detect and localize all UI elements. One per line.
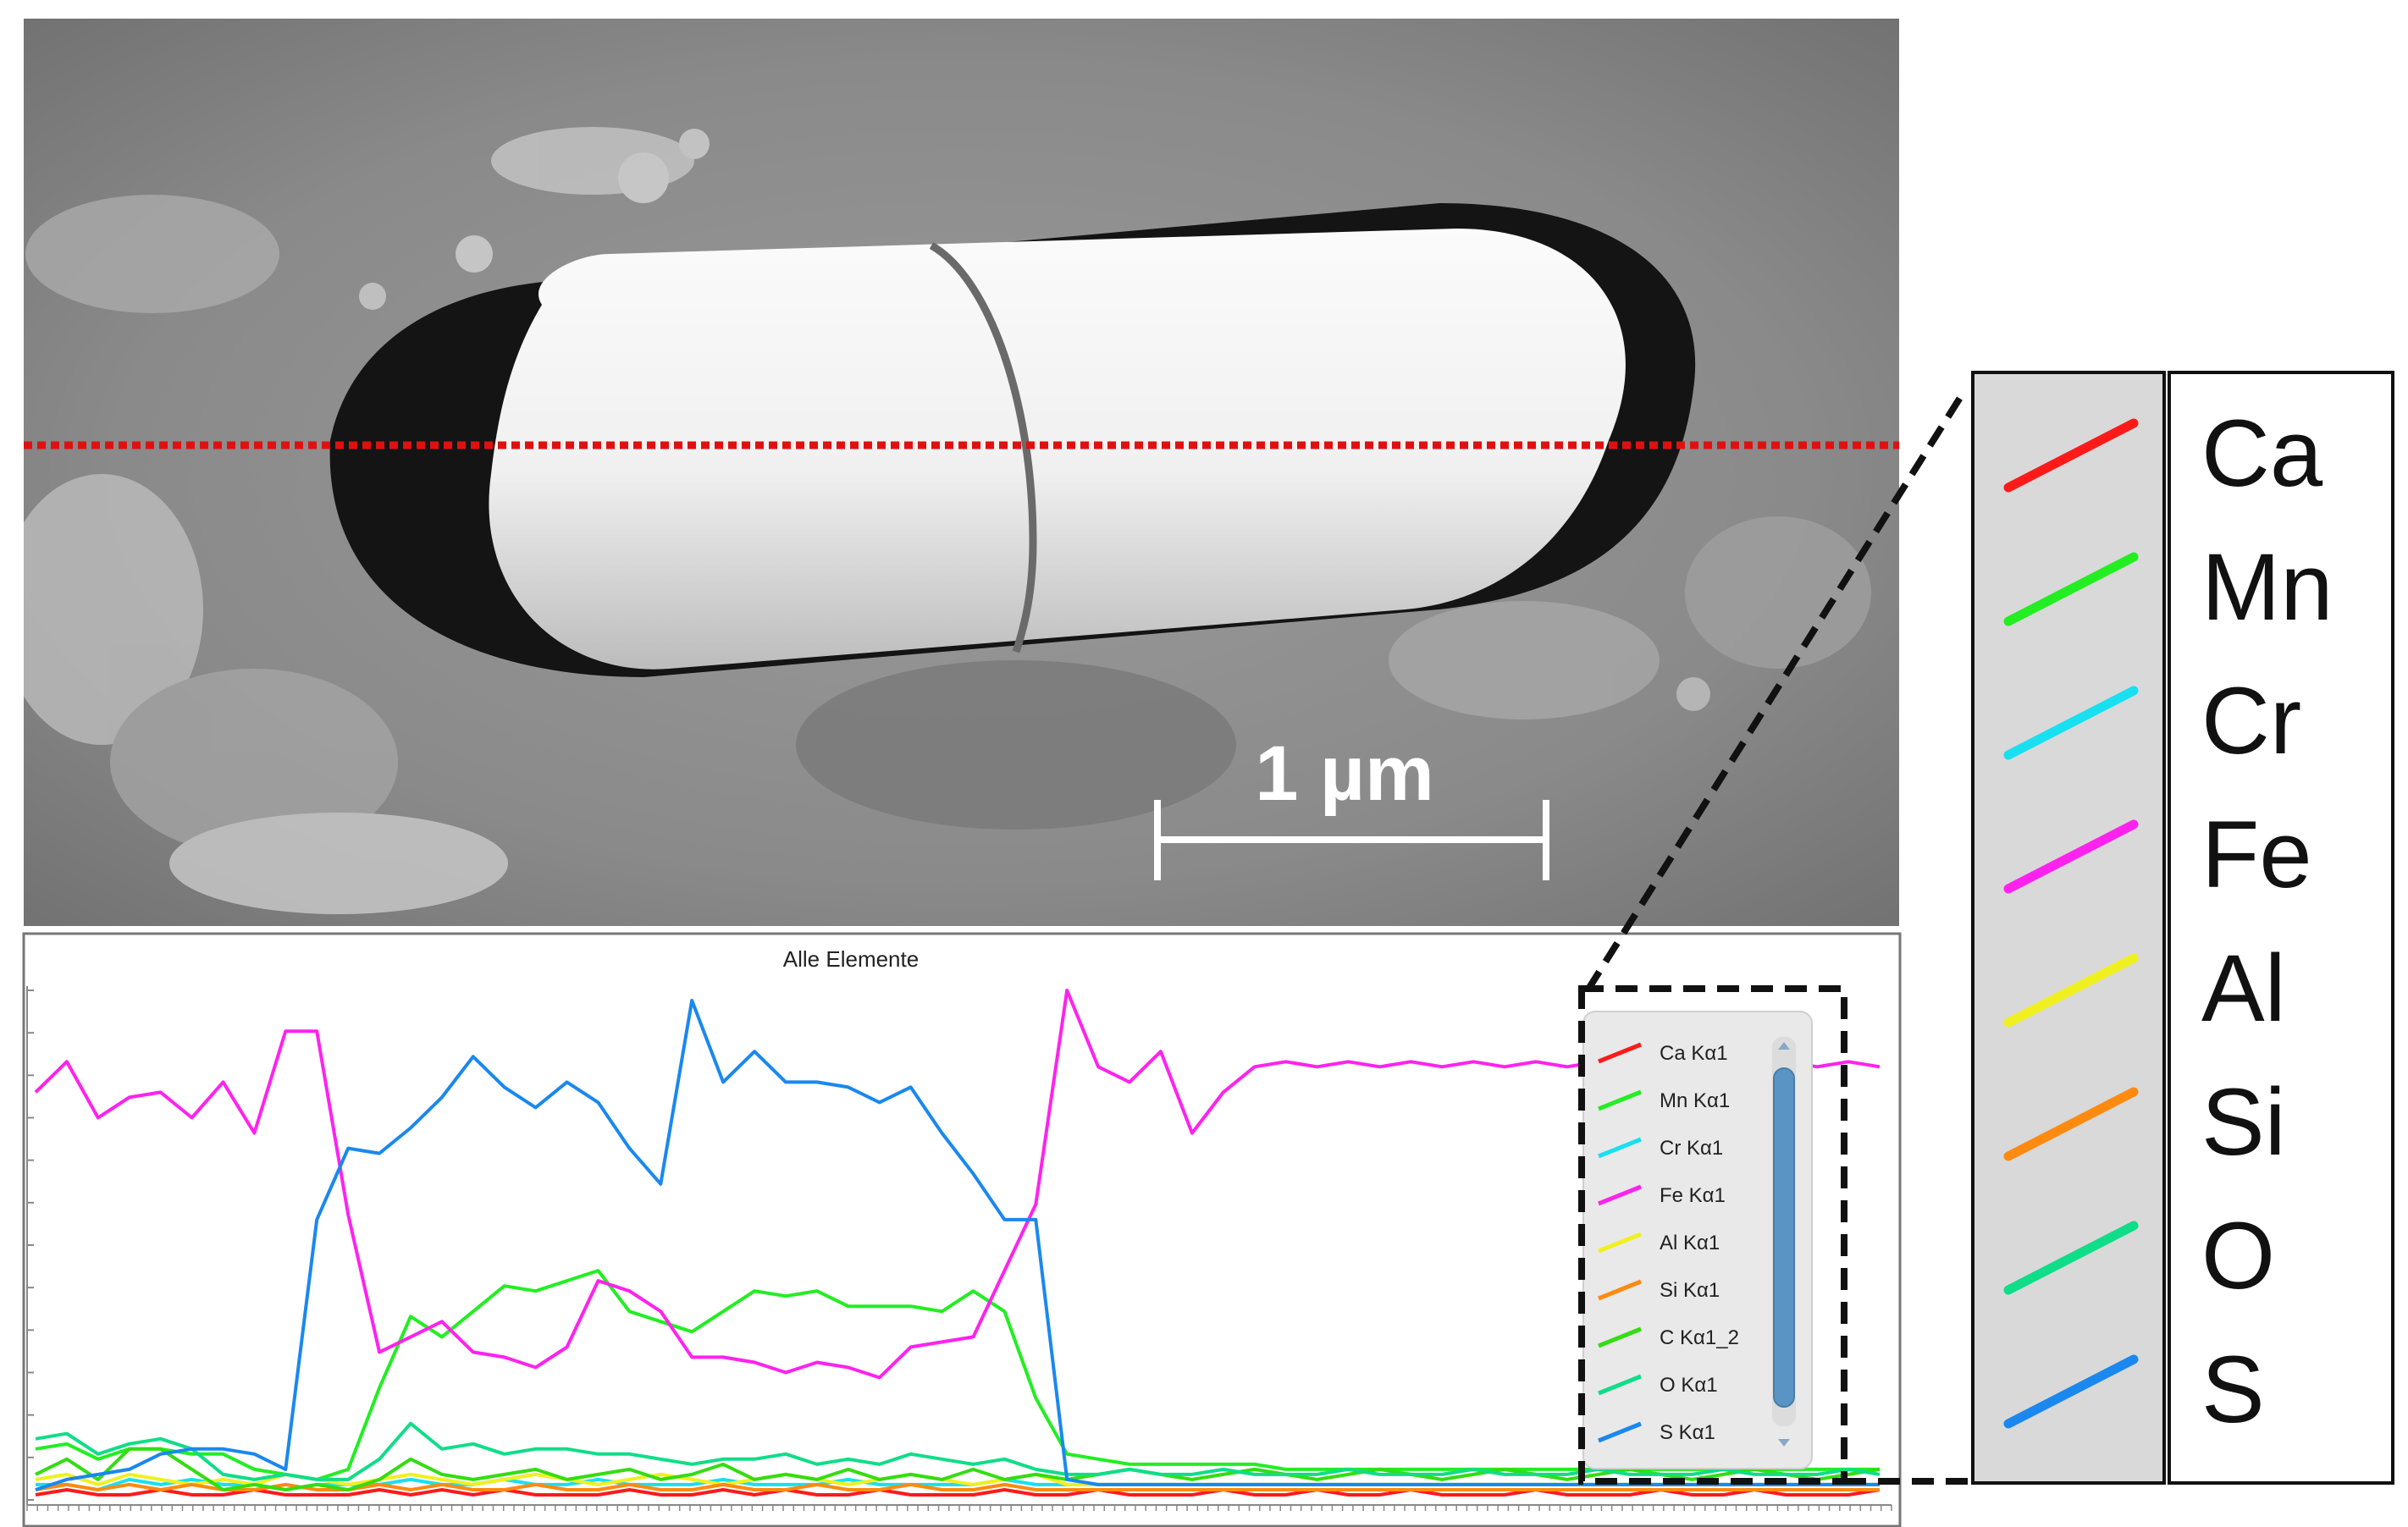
series-line-s <box>35 999 1880 1491</box>
series-line-o <box>35 1421 1881 1481</box>
chart-legend: Ca Kα1 Mn Kα1 Cr Kα1 Fe Kα1 Al Kα1 Si Kα1 C Kα… <box>1582 1011 1813 1469</box>
big-legend-label-al: Al <box>2201 935 2286 1041</box>
big-legend-swatch-si <box>2003 1087 2139 1161</box>
legend-label-si: Si Kα1 <box>1660 1279 1720 1302</box>
big-legend-swatch-o <box>2003 1221 2139 1295</box>
series-layer <box>34 989 1881 1497</box>
legend-swatch-c <box>1598 1326 1642 1348</box>
legend-swatch-si <box>1598 1279 1642 1301</box>
enlarged-legend: Ca Mn Cr Fe Al Si OS <box>1971 371 2394 1485</box>
big-legend-label-o: O <box>2201 1203 2275 1309</box>
zoom-box <box>1578 985 1847 1485</box>
big-legend-swatch-fe <box>2003 819 2139 894</box>
zoom-connector-top <box>1584 391 1966 993</box>
scroll-down-icon[interactable] <box>1778 1439 1790 1447</box>
big-legend-label-ca: Ca <box>2201 400 2323 506</box>
scroll-up-icon[interactable] <box>1778 1042 1790 1050</box>
enlarged-legend-swatch-panel <box>1971 371 2166 1485</box>
legend-label-cr: Cr Kα1 <box>1660 1137 1723 1160</box>
legend-label-al: Al Kα1 <box>1660 1232 1720 1254</box>
legend-label-fe: Fe Kα1 <box>1660 1184 1726 1207</box>
legend-swatch-cr <box>1598 1137 1642 1159</box>
legend-swatch-s <box>1598 1421 1642 1443</box>
series-line-mn <box>35 1269 1880 1481</box>
legend-scrollbar-thumb[interactable] <box>1773 1067 1795 1408</box>
series-line-fe <box>34 989 1881 1380</box>
big-legend-label-si: Si <box>2201 1069 2286 1175</box>
legend-label-mn: Mn Kα1 <box>1660 1089 1730 1112</box>
chart-title: Alle Elemente <box>783 946 919 972</box>
capsule-septum <box>929 242 1037 653</box>
legend-swatch-al <box>1598 1232 1642 1254</box>
legend-swatch-mn <box>1598 1089 1642 1111</box>
zoom-indicator <box>1578 391 1973 1485</box>
legend-label-c: C Kα1_2 <box>1660 1326 1739 1349</box>
legend-swatch-ca <box>1598 1042 1642 1064</box>
big-legend-label-s: S <box>2201 1337 2265 1442</box>
surface-debris <box>24 127 1871 914</box>
big-legend-label-fe: Fe <box>2201 802 2312 907</box>
legend-swatch-fe <box>1598 1184 1642 1206</box>
enlarged-legend-label-panel <box>2168 371 2394 1485</box>
series-line-c <box>35 1447 1881 1491</box>
big-legend-label-mn: Mn <box>2201 534 2333 640</box>
big-legend-swatch-ca <box>2003 418 2139 493</box>
big-legend-swatch-cr <box>2003 686 2139 760</box>
x-axis-ticks <box>26 1505 1892 1511</box>
chart-panel: Alle Elemente Ca Kα1 Mn Kα1 Cr Kα1 Fe Kα1 Al… <box>22 932 1902 1527</box>
scale-bar-label: 1 µm <box>1255 730 1434 817</box>
legend-label-o: O Kα1 <box>1660 1374 1718 1397</box>
legend-swatch-o <box>1598 1374 1642 1396</box>
legend-scrollbar[interactable] <box>1772 1037 1796 1447</box>
legend-label-s: S Kα1 <box>1660 1421 1715 1444</box>
sem-image: 1 µm <box>24 19 1899 926</box>
big-legend-label-cr: Cr <box>2201 668 2301 774</box>
scale-bar: 1 µm <box>1154 730 1549 880</box>
big-legend-swatch-mn <box>2003 552 2139 626</box>
big-legend-swatch-al <box>2003 953 2139 1028</box>
series-line-ca <box>35 1488 1881 1497</box>
legend-label-ca: Ca Kα1 <box>1660 1042 1728 1065</box>
big-legend-swatch-s <box>2003 1354 2139 1429</box>
y-axis-ticks <box>27 990 34 1501</box>
